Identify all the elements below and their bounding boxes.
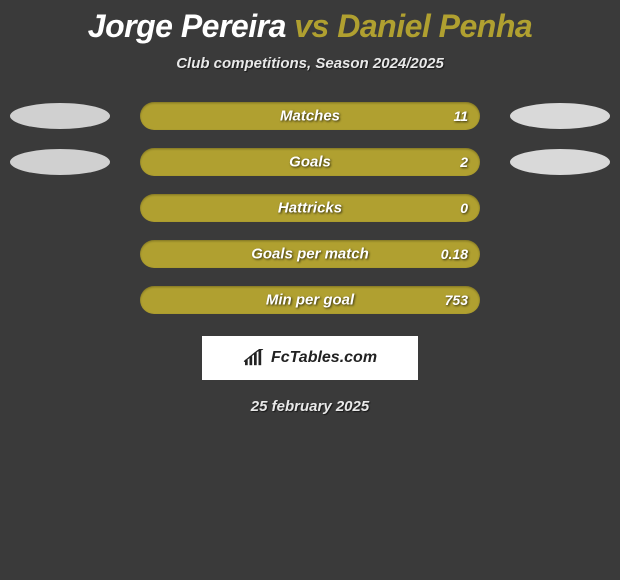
stat-bar: Hattricks 0 <box>140 194 480 222</box>
stat-label: Matches <box>280 108 340 125</box>
stat-value-right: 0 <box>460 200 468 216</box>
stat-label: Hattricks <box>278 200 342 217</box>
stat-row: Min per goal 753 <box>0 286 620 314</box>
stat-value-right: 753 <box>445 292 468 308</box>
source-logo: FcTables.com <box>202 336 418 380</box>
stat-bar: Matches 11 <box>140 102 480 130</box>
stat-bar: Goals 2 <box>140 148 480 176</box>
stat-label: Min per goal <box>266 292 354 309</box>
chart-icon <box>243 349 265 367</box>
stat-row: Goals 2 <box>0 148 620 176</box>
player1-marker-icon <box>10 103 110 129</box>
stat-row: Goals per match 0.18 <box>0 240 620 268</box>
player1-marker-icon <box>10 149 110 175</box>
player1-name: Jorge Pereira <box>88 8 286 44</box>
subtitle: Club competitions, Season 2024/2025 <box>0 55 620 72</box>
stat-value-right: 0.18 <box>441 246 468 262</box>
stat-value-right: 2 <box>460 154 468 170</box>
stat-label: Goals <box>289 154 331 171</box>
stat-label: Goals per match <box>251 246 369 263</box>
stat-bar: Goals per match 0.18 <box>140 240 480 268</box>
vs-text: vs <box>294 8 329 44</box>
stat-row: Hattricks 0 <box>0 194 620 222</box>
player2-marker-icon <box>510 149 610 175</box>
source-logo-text: FcTables.com <box>271 349 377 367</box>
stat-rows: Matches 11 Goals 2 Hattricks 0 <box>0 102 620 314</box>
stat-bar: Min per goal 753 <box>140 286 480 314</box>
player2-marker-icon <box>510 103 610 129</box>
date-text: 25 february 2025 <box>0 398 620 415</box>
stat-value-right: 11 <box>453 108 468 124</box>
page-title: Jorge Pereira vs Daniel Penha <box>0 8 620 45</box>
player2-name: Daniel Penha <box>337 8 532 44</box>
comparison-card: Jorge Pereira vs Daniel Penha Club compe… <box>0 0 620 415</box>
stat-row: Matches 11 <box>0 102 620 130</box>
